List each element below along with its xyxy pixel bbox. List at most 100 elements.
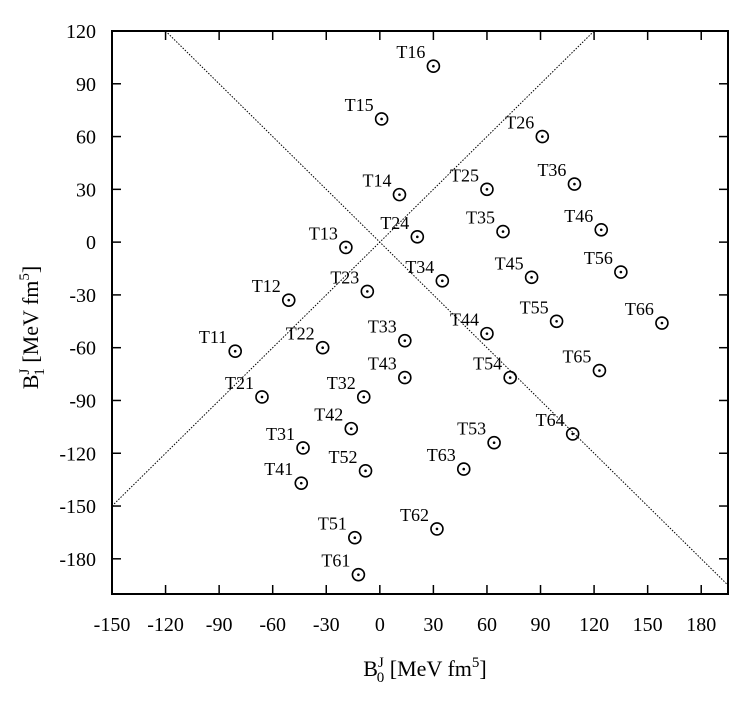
point-label: T16 <box>396 42 425 62</box>
point-marker <box>351 567 366 582</box>
point-marker <box>592 363 607 378</box>
x-tick-label: -30 <box>313 614 340 636</box>
data-point-t25: T25 <box>450 165 494 197</box>
point-marker <box>356 390 371 404</box>
point-marker <box>487 435 501 450</box>
data-point-t16: T16 <box>396 42 441 73</box>
x-tick-label: 180 <box>686 614 716 636</box>
point-marker <box>360 284 375 299</box>
point-label: T11 <box>199 327 227 347</box>
point-label: T34 <box>405 257 434 277</box>
data-point-t64: T64 <box>536 410 580 441</box>
point-center <box>432 64 435 68</box>
x-tick-label: 150 <box>633 614 663 636</box>
data-point-t26: T26 <box>505 113 550 144</box>
point-center <box>501 230 505 233</box>
point-marker <box>281 293 296 307</box>
point-label: T41 <box>264 459 293 479</box>
point-center <box>530 276 533 279</box>
point-marker <box>315 340 330 355</box>
point-marker <box>296 441 310 455</box>
point-label: T65 <box>562 347 591 367</box>
point-marker <box>655 316 669 330</box>
data-point-t15: T15 <box>345 95 389 126</box>
point-marker <box>426 59 441 73</box>
data-point-t53: T53 <box>457 419 501 450</box>
point-label: T12 <box>252 276 281 296</box>
point-label: T14 <box>362 171 391 191</box>
x-axis-label: BJ 0 [MeV fm5] <box>363 655 486 686</box>
point-center <box>357 573 360 576</box>
y-tick-label: 30 <box>76 179 96 201</box>
point-marker <box>392 187 407 202</box>
x-tick-label: 120 <box>579 614 609 636</box>
point-center <box>301 446 305 450</box>
x-tick-label: -150 <box>94 614 131 636</box>
point-center <box>485 332 489 335</box>
point-center <box>599 228 603 232</box>
point-label: T13 <box>309 223 338 243</box>
point-marker <box>456 462 471 476</box>
point-label: T64 <box>536 410 565 430</box>
point-label: T23 <box>330 267 359 287</box>
point-marker <box>358 464 373 478</box>
data-point-t33: T33 <box>368 317 412 348</box>
point-marker <box>398 370 412 385</box>
data-point-t22: T22 <box>286 324 330 355</box>
point-center <box>233 349 237 353</box>
point-label: T63 <box>427 445 456 465</box>
point-center <box>260 395 264 399</box>
data-point-t31: T31 <box>266 424 310 455</box>
point-center <box>366 290 369 293</box>
y-tick-label: -150 <box>59 496 96 518</box>
point-label: T31 <box>266 424 295 444</box>
tick-labels: -150 -120 -90 -60 -30 0 30 60 90 120 150 180 120 90 60… <box>59 21 716 636</box>
data-point-t21: T21 <box>225 373 269 404</box>
point-marker <box>567 177 582 191</box>
reference-lines <box>111 30 729 586</box>
data-point-t42: T42 <box>314 405 359 436</box>
data-point-t34: T34 <box>405 257 450 288</box>
point-label: T43 <box>368 354 397 374</box>
point-marker <box>480 182 494 197</box>
point-label: T33 <box>368 317 397 337</box>
y-tick-label: 90 <box>76 74 96 96</box>
point-marker <box>294 476 309 490</box>
data-point-t23: T23 <box>330 267 375 299</box>
y-tick-label: 60 <box>76 127 96 149</box>
point-center <box>508 376 512 379</box>
point-center <box>349 427 353 430</box>
point-label: T53 <box>457 419 486 439</box>
data-point-t54: T54 <box>473 354 517 385</box>
point-center <box>362 395 366 399</box>
point-center <box>555 319 558 323</box>
point-center <box>353 536 357 539</box>
y-tick-label: -30 <box>69 285 96 307</box>
point-label: T61 <box>321 551 350 571</box>
data-point-t43: T43 <box>368 354 412 385</box>
point-marker <box>594 223 609 237</box>
x-tick-label: 60 <box>477 614 497 636</box>
data-point-t44: T44 <box>450 310 494 341</box>
data-point-t32: T32 <box>327 373 371 404</box>
point-label: T62 <box>400 505 429 525</box>
point-marker <box>503 370 517 385</box>
y-tick-label: -60 <box>69 338 96 360</box>
point-label: T56 <box>584 248 613 268</box>
point-marker <box>339 240 353 255</box>
data-points: T11 T12 T13 T14 T15 T16 T21 T22 T23 T24 T25 T26 T31 T… <box>199 42 669 582</box>
point-label: T25 <box>450 165 479 185</box>
data-point-t62: T62 <box>400 505 444 536</box>
point-center <box>541 135 544 138</box>
point-label: T54 <box>473 354 502 374</box>
data-point-t45: T45 <box>495 253 539 285</box>
point-center <box>299 481 303 485</box>
data-point-t35: T35 <box>466 208 510 239</box>
x-tick-label: -90 <box>206 614 233 636</box>
point-label: T44 <box>450 310 479 330</box>
point-label: T22 <box>286 324 315 344</box>
x-tick-label: 90 <box>531 614 551 636</box>
x-tick-label: -120 <box>147 614 184 636</box>
data-point-t41: T41 <box>264 459 309 490</box>
data-point-t66: T66 <box>625 299 669 330</box>
